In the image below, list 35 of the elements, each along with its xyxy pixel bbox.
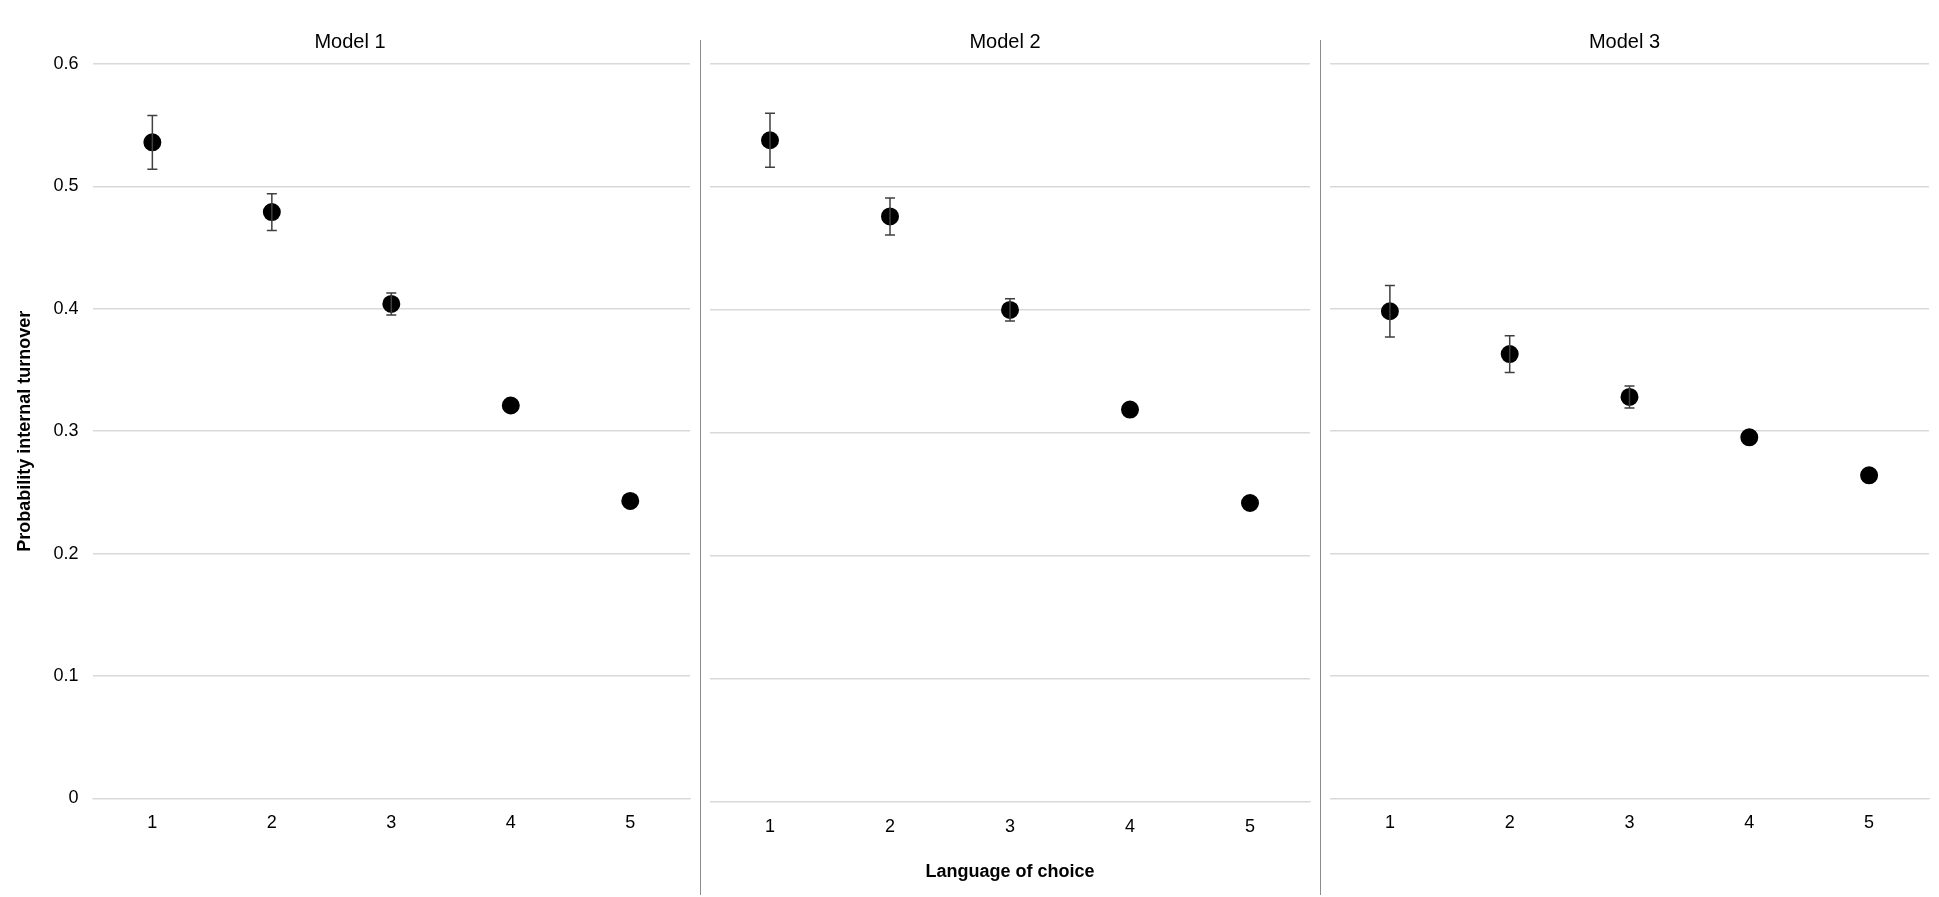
point [1121, 400, 1139, 419]
point [1740, 428, 1759, 447]
x-tick-label: 3 [386, 812, 397, 833]
point [1241, 493, 1259, 512]
x-tick-label: 1 [764, 815, 776, 836]
chart-title: Model 3 [1588, 29, 1661, 52]
point [143, 133, 162, 152]
point [1860, 466, 1879, 485]
y-tick-label: 0.1 [53, 664, 79, 685]
x-tick-label: 5 [1864, 812, 1875, 833]
x-tick-label: 2 [266, 812, 277, 833]
chart-title: Model 2 [969, 29, 1041, 52]
x-tick-label: 4 [1124, 815, 1136, 836]
y-tick-label: 0 [68, 787, 79, 808]
y-tick-label: 0.3 [53, 420, 79, 441]
y-tick-label: 0.4 [53, 297, 79, 318]
y-tick-label: 0.6 [53, 52, 79, 73]
x-tick-label: 3 [1004, 815, 1016, 836]
point [1500, 345, 1519, 364]
point [621, 491, 640, 510]
x-tick-label: 4 [505, 812, 516, 833]
x-tick-label: 1 [1384, 812, 1395, 833]
y-tick-label: 0.2 [53, 542, 79, 563]
x-tick-label: 3 [1624, 812, 1635, 833]
point [501, 396, 520, 415]
x-tick-label: 5 [1244, 815, 1256, 836]
x-tick-label: 2 [884, 815, 896, 836]
y-axis-title: Probability internal turnover [13, 310, 34, 552]
x-tick-label: 1 [147, 812, 158, 833]
x-axis-title: Language of choice [925, 861, 1095, 882]
x-tick-label: 4 [1744, 812, 1755, 833]
y-tick-label: 0.5 [53, 175, 79, 196]
x-tick-label: 5 [625, 812, 636, 833]
x-tick-label: 2 [1504, 812, 1515, 833]
chart-title: Model 1 [314, 29, 386, 52]
